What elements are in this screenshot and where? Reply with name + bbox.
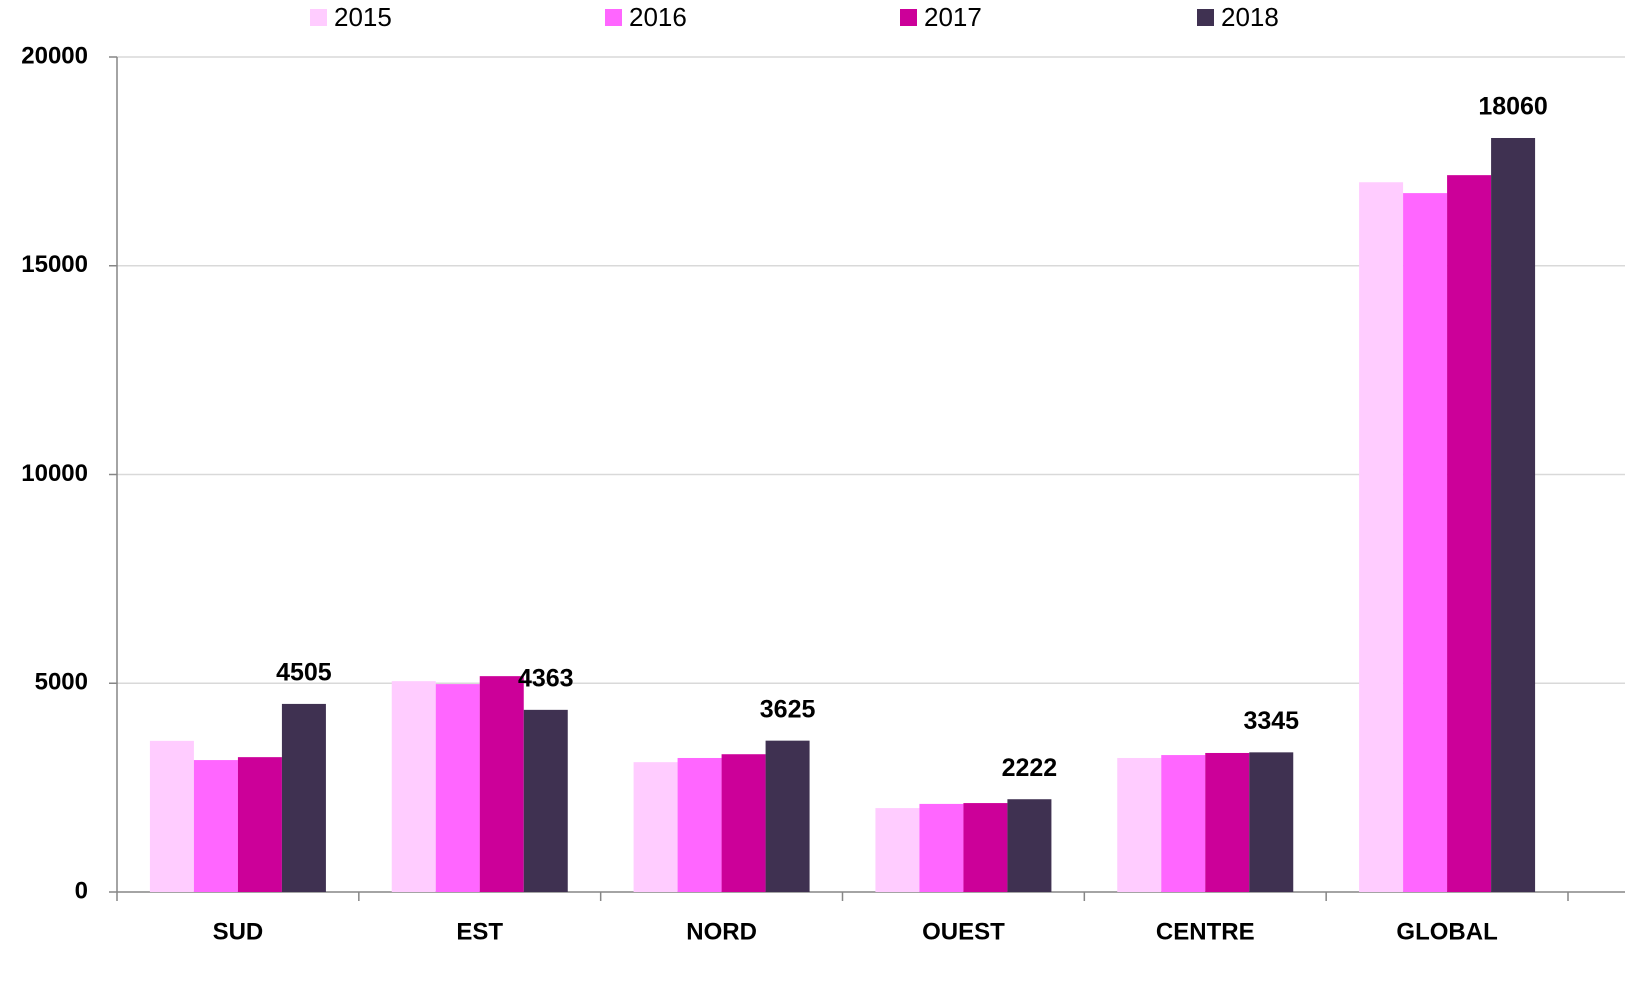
y-tick-label: 20000 — [21, 42, 88, 69]
x-tick-label: EST — [456, 918, 503, 945]
bar — [1117, 757, 1162, 892]
legend-label: 2015 — [334, 2, 392, 32]
bar — [149, 740, 194, 892]
bar — [391, 681, 436, 892]
x-tick-label: CENTRE — [1156, 918, 1255, 945]
bar — [1359, 182, 1404, 892]
legend-swatch — [900, 9, 917, 26]
y-tick-label: 15000 — [21, 251, 88, 278]
y-tick-label: 0 — [75, 877, 88, 904]
bar — [435, 684, 480, 892]
bar — [1403, 193, 1448, 893]
bar — [633, 762, 678, 892]
y-tick-label: 10000 — [21, 460, 88, 487]
bar — [721, 754, 766, 892]
data-label: 4363 — [518, 664, 574, 692]
bar — [1161, 755, 1206, 892]
data-label: 18060 — [1478, 93, 1548, 121]
bar — [1491, 137, 1536, 892]
legend-swatch — [605, 9, 622, 26]
bar — [479, 676, 524, 892]
bar — [919, 803, 964, 892]
bar — [1007, 799, 1052, 892]
x-tick-label: GLOBAL — [1396, 918, 1497, 945]
data-label: 2222 — [1002, 754, 1058, 782]
bar — [1447, 175, 1492, 893]
x-tick-label: NORD — [686, 918, 757, 945]
bar — [1205, 752, 1250, 892]
bar — [193, 760, 238, 892]
bar — [1249, 752, 1294, 892]
bar — [963, 803, 1008, 892]
data-label: 3625 — [760, 695, 816, 723]
legend-label: 2018 — [1221, 2, 1279, 32]
y-tick-label: 5000 — [35, 669, 88, 696]
bar — [875, 808, 920, 892]
bar — [765, 740, 810, 892]
x-tick-label: SUD — [213, 918, 264, 945]
bar — [677, 757, 722, 892]
bar — [237, 757, 282, 892]
bar — [281, 703, 326, 892]
x-tick-label: OUEST — [922, 918, 1005, 945]
legend-label: 2017 — [924, 2, 982, 32]
bar — [523, 709, 568, 892]
legend-label: 2016 — [629, 2, 687, 32]
data-label: 4505 — [276, 659, 332, 687]
legend-swatch — [310, 9, 327, 26]
legend-swatch — [1197, 9, 1214, 26]
data-label: 3345 — [1243, 707, 1299, 735]
